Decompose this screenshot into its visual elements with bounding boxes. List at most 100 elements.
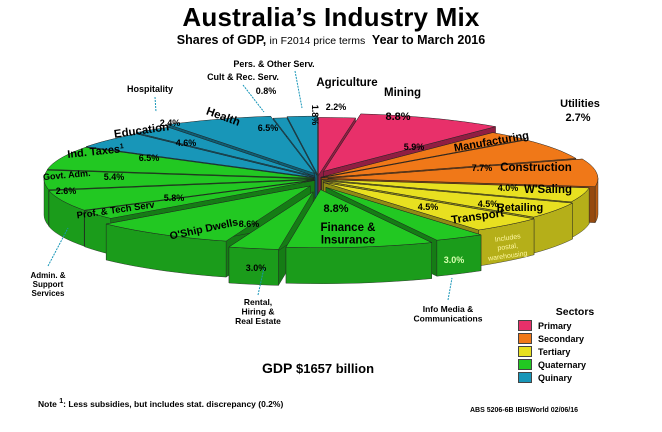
label-mining: Mining	[384, 87, 421, 99]
slice-top	[325, 187, 482, 241]
label-finance-insurance: Finance &	[321, 222, 376, 234]
label-finance-insurance: Insurance	[321, 235, 375, 247]
footnote-text: : Less subsidies, but includes stat. dis…	[63, 398, 284, 409]
label-cult-rec-serv: Cult & Rec. Serv.	[207, 72, 279, 82]
slice-top	[318, 117, 357, 177]
slice-top	[285, 189, 433, 248]
value-w-saling: 4.0%	[498, 183, 519, 193]
slice-top	[327, 158, 599, 187]
legend-item: Quaternary	[518, 358, 618, 371]
leader-line	[294, 70, 303, 109]
legend: Sectors Primary Secondary Tertiary Quate…	[518, 306, 618, 384]
slice-top	[323, 182, 535, 231]
value-rental-hiring-real-estate: 3.0%	[246, 263, 267, 273]
slice-top	[168, 115, 316, 174]
slice-top	[286, 115, 318, 175]
label-utilities: Utilities	[560, 98, 600, 110]
legend-item: Tertiary	[518, 345, 618, 358]
legend-label: Primary	[538, 320, 572, 331]
legend-label: Secondary	[538, 333, 585, 344]
value-mining: 8.8%	[385, 111, 410, 123]
label-ind-taxes: Ind. Taxes1	[67, 143, 125, 161]
value-transport: 4.5%	[418, 202, 439, 212]
value-construction: 7.7%	[472, 163, 493, 173]
value-hospitality: 2.4%	[160, 118, 181, 128]
slice-top	[323, 180, 574, 218]
label-hospitality: Hospitality	[127, 84, 173, 94]
legend-swatch	[518, 359, 532, 370]
legend-label: Quinary	[538, 372, 573, 383]
legend-swatch	[518, 320, 532, 331]
footnote-prefix: Note	[38, 398, 57, 409]
legend-swatch	[518, 372, 532, 383]
slice-top	[321, 179, 590, 203]
slice-top	[43, 169, 315, 191]
label-agriculture: Agriculture	[316, 77, 377, 89]
leader-line	[447, 277, 453, 301]
subtitle-period: Year to March 2016	[371, 33, 486, 47]
leader-line	[257, 267, 265, 296]
slice-top	[86, 133, 316, 178]
note-transport: Includes	[494, 233, 521, 244]
legend-item: Primary	[518, 319, 618, 332]
chart-title: Australia’s Industry Mix	[182, 2, 480, 32]
label-rental-hiring-real-estate: Rental,	[244, 297, 272, 307]
label-pers-other-serv: Pers. & Other Serv.	[233, 59, 314, 69]
slice-top	[46, 147, 315, 179]
label-footnote-marker: 1	[119, 143, 124, 150]
slice-top	[323, 113, 496, 172]
legend-swatch	[518, 346, 532, 357]
slice-top	[321, 139, 577, 179]
legend-swatch	[518, 333, 532, 344]
legend-label: Tertiary	[538, 346, 571, 357]
value-manufacturing: 5.9%	[404, 142, 425, 152]
slice-top	[48, 179, 315, 211]
label-admin-support-services: Admin. &	[30, 271, 65, 280]
subtitle-main: Shares of GDP,	[176, 33, 267, 47]
slice-top	[272, 117, 318, 176]
value-retailing: 4.5%	[478, 199, 499, 209]
label-admin-support-services: Support	[33, 280, 64, 289]
note-transport: postal,	[497, 243, 518, 253]
label-construction: Construction	[500, 162, 572, 174]
label-admin-support-services: Services	[32, 289, 65, 298]
value-govt-adm: 5.4%	[104, 172, 125, 182]
label-info-media-communications: Communications	[414, 314, 483, 324]
value-pers-other-serv: 1.8%	[310, 105, 320, 126]
gdp-total: GDP $1657 billion	[262, 360, 374, 376]
slice-top	[84, 180, 315, 219]
value-finance-insurance: 8.8%	[323, 203, 348, 215]
value-o-ship-dwells: 8.6%	[239, 219, 260, 229]
slice-top	[320, 132, 526, 178]
legend-label: Quaternary	[538, 359, 587, 370]
value-education: 4.6%	[176, 138, 197, 148]
slice-top	[106, 185, 311, 242]
slice-finance-insurance	[285, 188, 433, 284]
value-prof-tech-serv: 5.8%	[164, 193, 185, 203]
subtitle-terms: in F2014 price terms	[269, 35, 366, 47]
slice-rim	[285, 242, 432, 284]
label-retailing: Retailing	[497, 202, 543, 214]
value-utilities: 2.7%	[565, 112, 590, 124]
slice-top	[228, 191, 314, 250]
label-rental-hiring-real-estate: Hiring &	[241, 307, 274, 317]
label-govt-adm: Govt. Adm.	[43, 168, 91, 182]
value-info-media-communications: 3.0%	[444, 255, 465, 265]
label-w-saling: W'Saling	[524, 184, 572, 196]
leader-line	[154, 96, 157, 113]
gdp-label: GDP	[262, 360, 293, 376]
footnote: Note 1: Less subsidies, but includes sta…	[38, 398, 283, 409]
label-rental-hiring-real-estate: Real Estate	[235, 316, 281, 326]
chart-subtitle: Shares of GDP, in F2014 price terms Year…	[0, 33, 662, 47]
label-info-media-communications: Info Media &	[423, 304, 474, 314]
footnote-marker: 1	[59, 398, 64, 405]
value-admin-support-services: 2.6%	[56, 186, 77, 196]
legend-item: Quinary	[518, 371, 618, 384]
value-health: 6.5%	[258, 123, 279, 133]
leader-line	[242, 84, 265, 113]
leader-line	[47, 227, 69, 267]
legend-title: Sectors	[555, 306, 595, 318]
gdp-value: $1657 billion	[295, 361, 375, 376]
value-cult-rec-serv: 0.8%	[256, 86, 277, 96]
